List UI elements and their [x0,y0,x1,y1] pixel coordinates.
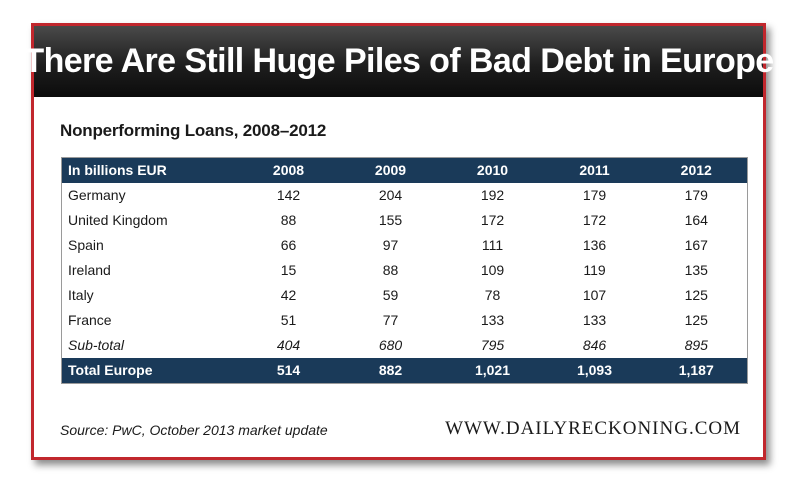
row-label: Italy [68,287,94,303]
column-header-2008: 2008 [272,162,305,178]
title-banner: There Are Still Huge Piles of Bad Debt i… [23,26,774,97]
table-cell: 172 [480,212,505,228]
nonperforming-loans-table: In billions EUR 2008 2009 2010 2011 2012… [61,157,748,384]
total-row: Total Europe 514 882 1,021 1,093 1,187 [61,358,748,384]
table-cell: 109 [480,262,505,278]
table-cell: 88 [382,262,399,278]
column-header-2011: 2011 [579,162,610,178]
column-header-2010: 2010 [476,162,509,178]
subtotal-cell: 846 [582,337,607,353]
table-cell: 179 [582,187,607,203]
table-cell: 133 [480,312,505,328]
table-cell: 125 [684,312,708,328]
table-cell: 15 [280,262,297,278]
table-row-ireland: Ireland 15 88 109 119 135 [62,258,748,283]
table-cell: 164 [684,212,708,228]
total-cell: 882 [378,362,403,378]
table-cell: 119 [583,262,606,278]
table-cell: 51 [280,312,297,328]
table-cell: 133 [582,312,607,328]
subtotal-row: Sub-total 404 680 795 846 895 [62,333,748,358]
table-cell: 88 [280,212,297,228]
table-cell: 192 [480,187,505,203]
table-cell: 59 [382,287,399,303]
table-cell: 42 [280,287,297,303]
total-cell: 1,021 [474,362,511,378]
row-label: France [68,312,112,328]
column-header-2012: 2012 [680,162,712,178]
subtotal-cell: 795 [480,337,505,353]
table-row-italy: Italy 42 59 78 107 125 [62,283,748,308]
row-label: Spain [68,237,104,253]
table-header-row: In billions EUR 2008 2009 2010 2011 2012 [61,157,748,183]
row-label: Germany [68,187,126,203]
table-row-france: France 51 77 133 133 125 [62,308,748,333]
table-cell: 66 [280,237,297,253]
table-cell: 111 [481,237,504,253]
source-note: Source: PwC, October 2013 market update [60,422,328,438]
column-header-2009: 2009 [374,162,407,178]
row-label: Ireland [68,262,111,278]
table-cell: 97 [382,237,399,253]
table-row-spain: Spain 66 97 111 136 167 [62,233,748,258]
table-cell: 167 [684,237,708,253]
total-cell: 1,187 [678,362,714,378]
subtotal-label: Sub-total [68,337,125,353]
total-cell: 514 [276,362,301,378]
row-label: United Kingdom [68,212,168,228]
table-cell: 77 [382,312,399,328]
unit-label-header: In billions EUR [68,162,167,178]
table-row-germany: Germany 142 204 192 179 179 [62,183,748,208]
table-cell: 179 [684,187,708,203]
table-cell: 135 [684,262,708,278]
table-cell: 172 [582,212,607,228]
page-title: There Are Still Huge Piles of Bad Debt i… [23,42,774,80]
subtotal-cell: 895 [684,337,708,353]
table-cell: 155 [378,212,403,228]
table-cell: 204 [378,187,403,203]
table-cell: 107 [582,287,607,303]
table-cell: 136 [582,237,607,253]
table-cell: 142 [276,187,301,203]
table-title: Nonperforming Loans, 2008–2012 [60,121,327,140]
table-row-united-kingdom: United Kingdom 88 155 172 172 164 [62,208,748,233]
table-cell: 78 [484,287,501,303]
total-label: Total Europe [68,362,153,378]
total-cell: 1,093 [576,362,613,378]
table-cell: 125 [684,287,708,303]
subtotal-cell: 680 [378,337,403,353]
subtotal-cell: 404 [276,337,301,353]
brand-url: WWW.DAILYRECKONING.COM [445,418,741,439]
infographic-card: There Are Still Huge Piles of Bad Debt i… [23,23,774,460]
